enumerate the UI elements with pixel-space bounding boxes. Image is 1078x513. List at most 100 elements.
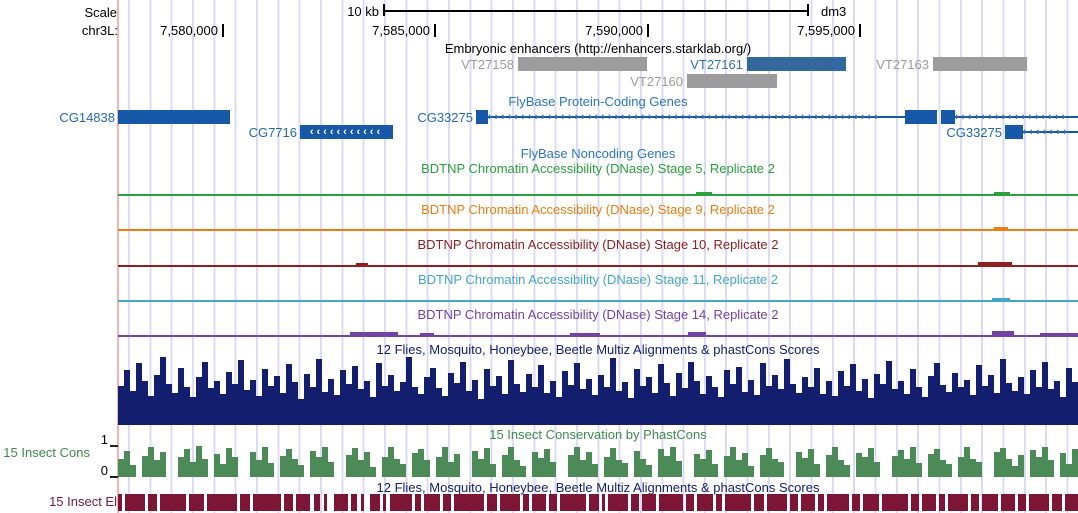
conserved-element-box[interactable] bbox=[1065, 494, 1078, 511]
dnase-signal-baseline[interactable] bbox=[118, 265, 1078, 267]
conserved-element-box[interactable] bbox=[1029, 494, 1049, 511]
conserved-element-box[interactable] bbox=[296, 494, 310, 511]
track-title-flybase-coding[interactable]: FlyBase Protein-Coding Genes bbox=[508, 94, 688, 109]
conserved-element-box[interactable] bbox=[790, 494, 798, 511]
conserved-element-box[interactable] bbox=[148, 494, 157, 511]
conserved-element-box[interactable] bbox=[686, 494, 694, 511]
conserved-element-box[interactable] bbox=[971, 494, 979, 511]
gene-box-with-strand-arrows[interactable]: ‹‹‹‹‹‹‹‹‹‹‹ bbox=[300, 125, 393, 139]
conserved-element-box[interactable] bbox=[324, 494, 327, 511]
conserved-element-box[interactable] bbox=[659, 494, 683, 511]
conserved-element-box[interactable] bbox=[642, 494, 656, 511]
conserved-element-box[interactable] bbox=[560, 494, 586, 511]
conserved-element-box[interactable] bbox=[390, 494, 412, 511]
conserved-element-box[interactable] bbox=[725, 494, 751, 511]
enhancer-item-box[interactable] bbox=[687, 74, 777, 88]
conserved-element-box[interactable] bbox=[882, 494, 908, 511]
conserved-element-box[interactable] bbox=[549, 494, 557, 511]
conserved-element-box[interactable] bbox=[1018, 494, 1026, 511]
conserved-element-box[interactable] bbox=[351, 494, 357, 511]
gene-label[interactable]: CG14838 bbox=[59, 110, 115, 125]
gene-label[interactable]: CG33275 bbox=[417, 110, 473, 125]
conserved-element-box[interactable] bbox=[922, 494, 936, 511]
conserved-element-box[interactable] bbox=[982, 494, 998, 511]
conserved-element-box[interactable] bbox=[424, 494, 440, 511]
dnase-signal-baseline[interactable] bbox=[118, 229, 1078, 231]
track-title-flybase-noncoding[interactable]: FlyBase Noncoding Genes bbox=[520, 146, 676, 161]
gene-intron-arrow-line[interactable]: ››››››› bbox=[1023, 125, 1078, 139]
conserved-element-box[interactable] bbox=[602, 494, 605, 511]
conserved-element-box[interactable] bbox=[852, 494, 860, 511]
multiz-histogram[interactable] bbox=[118, 357, 1078, 425]
conserved-element-box[interactable] bbox=[253, 494, 281, 511]
conserved-element-box[interactable] bbox=[240, 494, 250, 511]
conserved-element-box[interactable] bbox=[118, 494, 122, 511]
conserved-element-box[interactable] bbox=[523, 494, 529, 511]
conserved-element-box[interactable] bbox=[500, 494, 520, 511]
conserved-element-box[interactable] bbox=[911, 494, 919, 511]
enhancer-item-label[interactable]: VT27160 bbox=[630, 74, 683, 89]
gene-label[interactable]: CG7716 bbox=[248, 125, 297, 140]
track-title-bdtnp[interactable]: BDTNP Chromatin Accessibility (DNase) St… bbox=[421, 202, 775, 217]
gene-exon[interactable] bbox=[476, 110, 488, 124]
conserved-element-box[interactable] bbox=[716, 494, 722, 511]
conserved-element-box[interactable] bbox=[415, 494, 421, 511]
track-title-multiz-bottom[interactable]: 12 Flies, Mosquito, Honeybee, Beetle Mul… bbox=[376, 480, 820, 495]
phastcons-histogram[interactable] bbox=[118, 433, 1078, 477]
enhancer-item-label[interactable]: VT27163 bbox=[876, 57, 929, 72]
track-title-multiz-top[interactable]: 12 Flies, Mosquito, Honeybee, Beetle Mul… bbox=[376, 342, 820, 357]
conserved-element-box[interactable] bbox=[608, 494, 628, 511]
enhancer-item-label[interactable]: VT27161 bbox=[690, 57, 743, 72]
hist-bar bbox=[412, 387, 418, 425]
gene-exon[interactable] bbox=[905, 110, 937, 124]
phastcons-left-label[interactable]: 15 Insect Cons bbox=[3, 445, 90, 460]
conserved-element-box[interactable] bbox=[160, 494, 186, 511]
conserved-element-box[interactable] bbox=[314, 494, 320, 511]
conserved-element-box[interactable] bbox=[443, 494, 451, 511]
conserved-element-box[interactable] bbox=[532, 494, 546, 511]
conserved-element-box[interactable] bbox=[827, 494, 849, 511]
gene-intron-arrow-line[interactable]: ››››››››››››››››› bbox=[955, 110, 1078, 124]
conserved-element-box[interactable] bbox=[383, 494, 386, 511]
enhancer-item-label[interactable]: VT27158 bbox=[461, 57, 514, 72]
dnase-signal-baseline[interactable] bbox=[118, 300, 1078, 302]
gene-exon[interactable] bbox=[941, 110, 955, 124]
enhancer-item-box[interactable] bbox=[933, 57, 1027, 71]
conserved-element-box[interactable] bbox=[589, 494, 599, 511]
conserved-element-box[interactable] bbox=[631, 494, 639, 511]
enhancer-item-box[interactable] bbox=[518, 57, 647, 71]
conserved-element-box[interactable] bbox=[207, 494, 237, 511]
conserved-element-box[interactable] bbox=[863, 494, 879, 511]
track-title-bdtnp[interactable]: BDTNP Chromatin Accessibility (DNase) St… bbox=[417, 237, 779, 252]
conserved-element-box[interactable] bbox=[189, 494, 204, 511]
track-title-bdtnp[interactable]: BDTNP Chromatin Accessibility (DNase) St… bbox=[417, 307, 779, 322]
track-title-embryonic-enhancers[interactable]: Embryonic enhancers (http://enhancers.st… bbox=[444, 41, 752, 56]
conserved-element-box[interactable] bbox=[801, 494, 815, 511]
gene-exon[interactable] bbox=[1005, 125, 1023, 139]
hist-bar bbox=[1072, 449, 1078, 477]
insect-elements-left-label[interactable]: 15 Insect El bbox=[49, 494, 117, 509]
conserved-element-box[interactable] bbox=[818, 494, 824, 511]
conserved-element-box[interactable] bbox=[334, 494, 348, 511]
gene-intron-arrow-line[interactable]: ››››››››››››››››››››››››››››››››››››››››… bbox=[488, 110, 905, 124]
track-title-phastcons[interactable]: 15 Insect Conservation by PhastCons bbox=[489, 427, 707, 442]
conserved-element-box[interactable] bbox=[754, 494, 764, 511]
dnase-signal-baseline[interactable] bbox=[118, 194, 1078, 196]
conserved-element-box[interactable] bbox=[125, 494, 145, 511]
track-title-bdtnp[interactable]: BDTNP Chromatin Accessibility (DNase) St… bbox=[417, 272, 779, 287]
conserved-element-box[interactable] bbox=[361, 494, 364, 511]
gene-label[interactable]: CG33275 bbox=[946, 125, 1002, 140]
conserved-element-box[interactable] bbox=[948, 494, 968, 511]
conserved-element-box[interactable] bbox=[939, 494, 945, 511]
conserved-element-box[interactable] bbox=[454, 494, 484, 511]
conserved-element-box[interactable] bbox=[1052, 494, 1062, 511]
track-title-bdtnp[interactable]: BDTNP Chromatin Accessibility (DNase) St… bbox=[421, 161, 775, 176]
gene-exon[interactable] bbox=[118, 110, 230, 124]
conserved-element-box[interactable] bbox=[1001, 494, 1015, 511]
conserved-element-box[interactable] bbox=[487, 494, 497, 511]
conserved-element-box[interactable] bbox=[767, 494, 787, 511]
conserved-element-box[interactable] bbox=[284, 494, 293, 511]
conserved-element-box[interactable] bbox=[697, 494, 713, 511]
enhancer-item-box[interactable] bbox=[747, 57, 846, 71]
conserved-element-box[interactable] bbox=[370, 494, 380, 511]
